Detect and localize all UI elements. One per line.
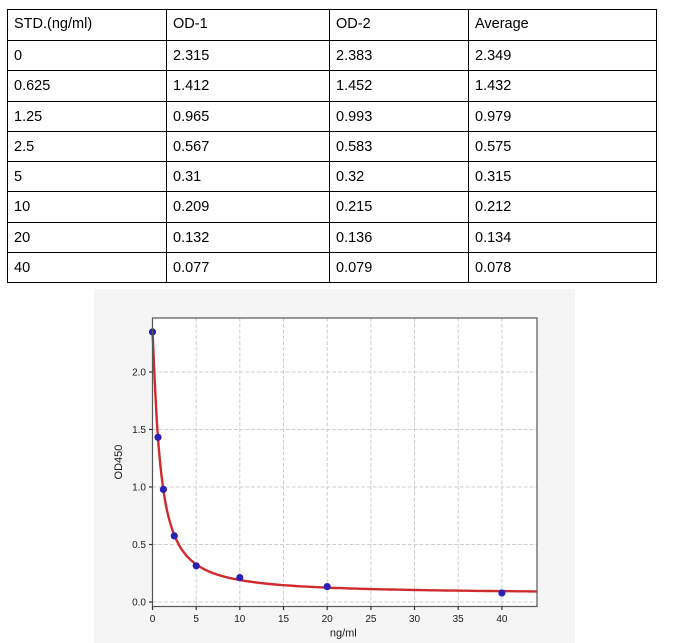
svg-text:5: 5 (193, 614, 199, 625)
svg-text:40: 40 (496, 614, 508, 625)
svg-text:0.0: 0.0 (132, 598, 146, 609)
svg-text:10: 10 (234, 614, 246, 625)
svg-text:1.0: 1.0 (132, 483, 146, 494)
svg-text:20: 20 (322, 614, 334, 625)
svg-text:35: 35 (453, 614, 465, 625)
svg-text:15: 15 (278, 614, 290, 625)
svg-text:0.5: 0.5 (132, 540, 146, 551)
svg-text:30: 30 (409, 614, 421, 625)
svg-text:2.0: 2.0 (132, 368, 146, 379)
svg-text:0: 0 (150, 614, 156, 625)
svg-text:OD450: OD450 (113, 445, 125, 480)
svg-text:ng/ml: ng/ml (330, 628, 357, 640)
svg-text:25: 25 (365, 614, 377, 625)
svg-text:1.5: 1.5 (132, 425, 146, 436)
